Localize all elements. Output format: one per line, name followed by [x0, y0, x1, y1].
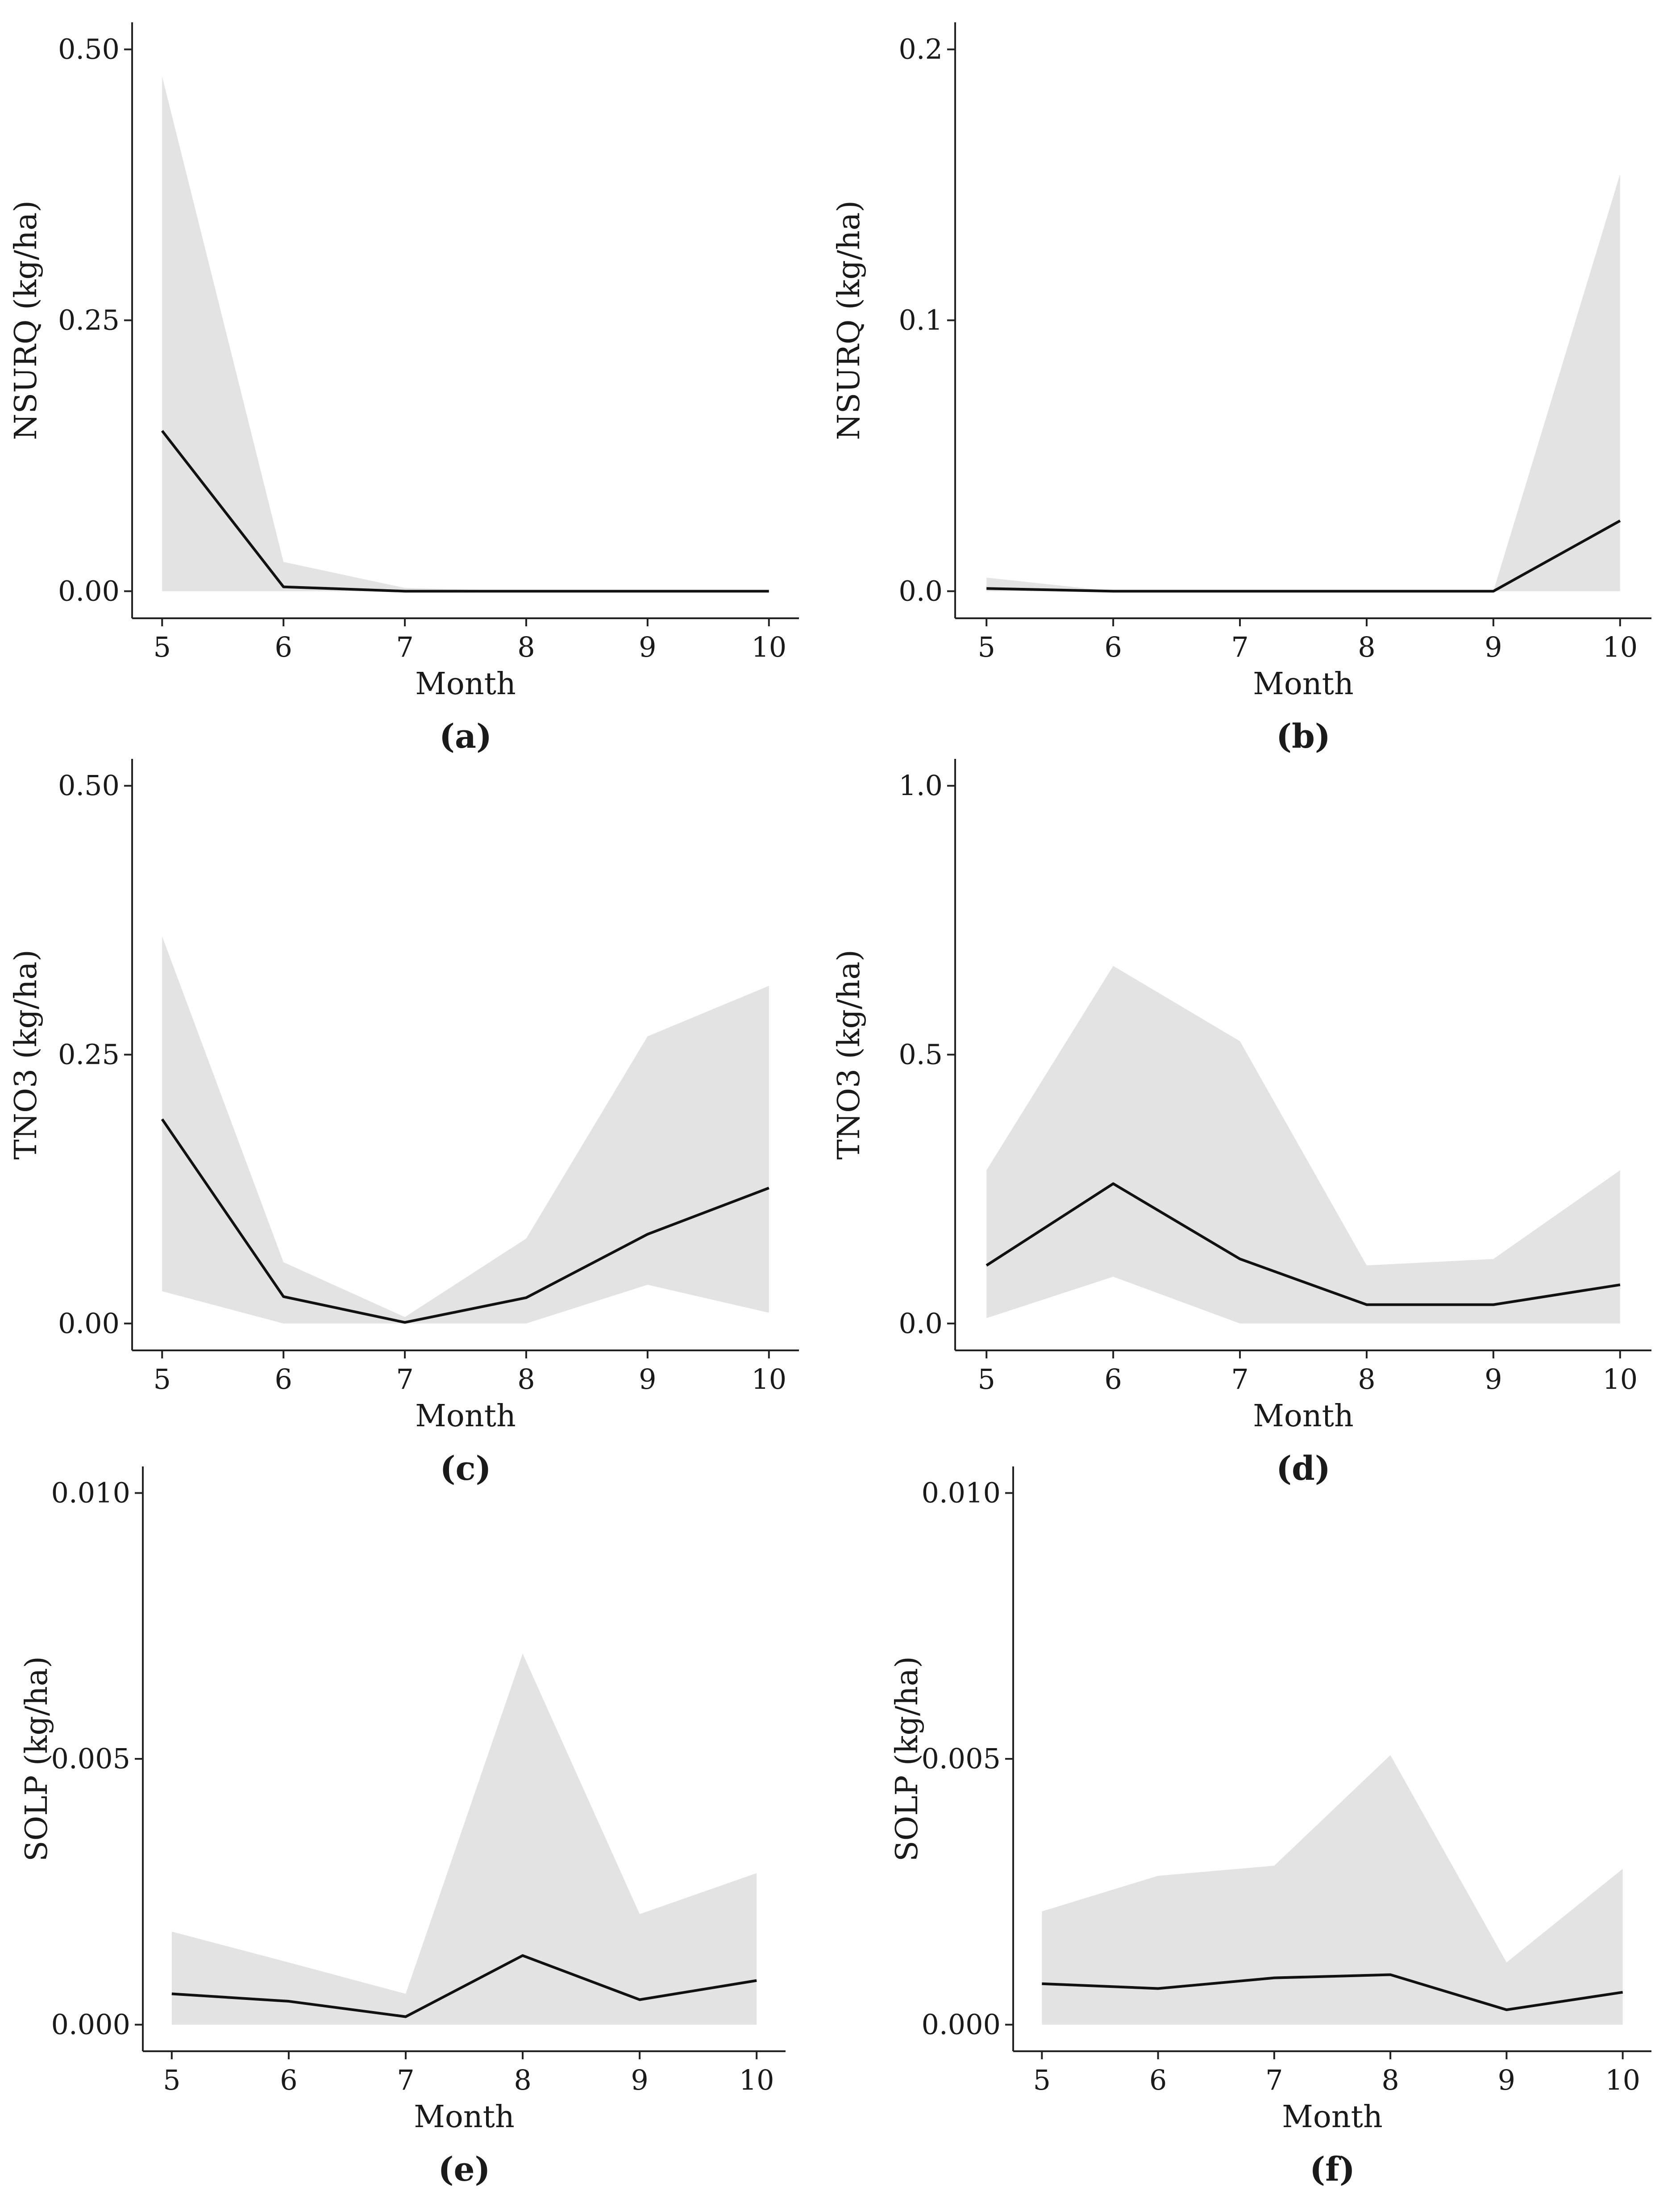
- x-axis-title: Month: [1253, 666, 1353, 702]
- median-line: [1042, 1973, 1623, 2012]
- y-tick-label: 0.1: [898, 304, 943, 337]
- x-tick-label: 5: [977, 1363, 995, 1395]
- x-tick-label: 8: [517, 1363, 535, 1395]
- x-axis-title: Month: [415, 1399, 516, 1434]
- x-tick-label: 9: [631, 2064, 648, 2096]
- x-tick-label: 5: [154, 1363, 171, 1395]
- uncertainty-band: [171, 1653, 757, 2025]
- x-tick-label: 9: [1485, 631, 1502, 663]
- y-axis-title: NSURQ (kg/ha): [8, 200, 44, 440]
- chart-panel-a: 0.00 0.25 0.50 5 6 7 8 9 10 Month NSURQ (kg/ha) (a): [8, 22, 799, 756]
- x-tick-label: 10: [1602, 631, 1638, 663]
- x-tick-label: 6: [1104, 631, 1122, 663]
- median-line: [986, 1182, 1621, 1306]
- panel-label: (b): [1276, 717, 1331, 756]
- y-tick-label: 0.000: [922, 2008, 1001, 2041]
- x-tick-label: 9: [1498, 2064, 1515, 2096]
- x-tick-label: 8: [1358, 631, 1375, 663]
- y-tick-label: 0.2: [898, 33, 943, 66]
- x-tick-label: 6: [274, 631, 292, 663]
- x-tick-label: 10: [1602, 1363, 1638, 1395]
- x-tick-label: 7: [1265, 2064, 1283, 2096]
- y-axis-title: NSURQ (kg/ha): [832, 200, 867, 440]
- x-tick-label: 9: [639, 1363, 656, 1395]
- uncertainty-band: [162, 936, 769, 1324]
- x-tick-label: 9: [639, 631, 656, 663]
- x-tick-label: 5: [1033, 2064, 1051, 2096]
- x-tick-label: 7: [1231, 631, 1248, 663]
- median-line: [161, 1118, 769, 1324]
- y-axis-title: TNO3 (kg/ha): [8, 950, 44, 1160]
- x-tick-label: 8: [1381, 2064, 1399, 2096]
- x-tick-label: 6: [274, 1363, 292, 1395]
- y-tick-label: 0.005: [922, 1742, 1001, 1775]
- x-tick-label: 7: [396, 1363, 413, 1395]
- y-axis-title: SOLP (kg/ha): [890, 1656, 925, 1862]
- x-tick-label: 7: [396, 631, 413, 663]
- y-tick-label: 0.010: [51, 1477, 131, 1509]
- y-tick-label: 0.00: [58, 1307, 120, 1340]
- chart-panel-e: 0.000 0.005 0.010 5 6 7 8 9 10 Month SOLP (kg/ha) (…: [19, 1466, 786, 2189]
- x-tick-label: 8: [517, 631, 535, 663]
- x-tick-label: 6: [280, 2064, 297, 2096]
- x-tick-label: 6: [1104, 1363, 1122, 1395]
- panel-label: (e): [438, 2150, 490, 2189]
- chart-panel-d: 0.0 0.5 1.0 5 6 7 8 9 10 Month TNO3 (kg/ha) (d): [832, 759, 1651, 1488]
- y-tick-label: 0.00: [58, 575, 120, 607]
- y-tick-label: 0.0: [898, 1307, 943, 1340]
- x-axis-title: Month: [1253, 1399, 1353, 1434]
- panel-label: (a): [439, 717, 492, 756]
- x-tick-label: 9: [1485, 1363, 1502, 1395]
- uncertainty-band: [1042, 1755, 1623, 2025]
- panel-label: (c): [440, 1449, 491, 1488]
- x-tick-label: 5: [977, 631, 995, 663]
- x-tick-label: 5: [163, 2064, 180, 2096]
- uncertainty-band: [986, 174, 1620, 591]
- x-tick-label: 7: [1231, 1363, 1248, 1395]
- y-tick-label: 1.0: [898, 769, 943, 802]
- y-tick-label: 0.000: [51, 2008, 131, 2041]
- y-tick-label: 0.010: [922, 1477, 1001, 1509]
- chart-panel-f: 0.000 0.005 0.010 5 6 7 8 9 10 Month SOLP (kg/ha) (…: [890, 1466, 1651, 2189]
- chart-panel-c: 0.00 0.25 0.50 5 6 7 8 9 10 Month TNO3 (kg/ha) (c): [8, 759, 799, 1488]
- x-axis-title: Month: [415, 666, 516, 702]
- y-tick-label: 0.005: [51, 1742, 131, 1775]
- x-tick-label: 10: [751, 631, 786, 663]
- uncertainty-band: [162, 76, 769, 591]
- y-axis-title: SOLP (kg/ha): [19, 1656, 54, 1862]
- x-tick-label: 7: [397, 2064, 414, 2096]
- chart-panel-b: 0.0 0.1 0.2 5 6 7 8 9 10 Month NSURQ (kg/ha) (b): [832, 22, 1651, 756]
- x-tick-label: 8: [1358, 1363, 1375, 1395]
- x-axis-title: Month: [414, 2099, 514, 2135]
- x-tick-label: 10: [739, 2064, 774, 2096]
- x-tick-label: 5: [154, 631, 171, 663]
- y-axis-title: TNO3 (kg/ha): [832, 950, 867, 1160]
- y-tick-label: 0.25: [58, 304, 120, 337]
- median-line: [161, 430, 769, 593]
- y-tick-label: 0.25: [58, 1038, 120, 1071]
- y-tick-label: 0.5: [898, 1038, 943, 1071]
- y-tick-label: 0.50: [58, 33, 120, 66]
- median-line: [986, 519, 1621, 593]
- x-tick-label: 8: [514, 2064, 531, 2096]
- uncertainty-band: [986, 966, 1620, 1324]
- panel-label: (f): [1310, 2150, 1355, 2189]
- y-tick-label: 0.0: [898, 575, 943, 607]
- median-line: [171, 1954, 757, 2018]
- x-tick-label: 6: [1149, 2064, 1167, 2096]
- x-tick-label: 10: [1605, 2064, 1640, 2096]
- y-tick-label: 0.50: [58, 769, 120, 802]
- panel-label: (d): [1276, 1449, 1331, 1488]
- x-axis-title: Month: [1282, 2099, 1382, 2135]
- x-tick-label: 10: [751, 1363, 786, 1395]
